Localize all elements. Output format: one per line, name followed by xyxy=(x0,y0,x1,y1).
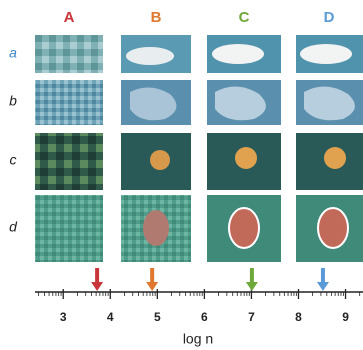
tick-label: 9 xyxy=(342,310,349,324)
marker-arrow xyxy=(317,268,329,291)
column-label: D xyxy=(324,9,335,26)
row-label: c xyxy=(10,152,17,168)
marker-arrow xyxy=(246,268,258,291)
tick-label: 4 xyxy=(107,310,114,324)
image-grid xyxy=(35,35,363,262)
tick-label: 6 xyxy=(201,310,208,324)
shape xyxy=(235,147,257,169)
shape xyxy=(150,150,170,170)
image-tile xyxy=(35,133,103,190)
marker-arrow xyxy=(91,268,103,291)
fish-shape xyxy=(300,44,352,64)
shape xyxy=(324,147,346,169)
column-label: B xyxy=(151,9,162,26)
image-tile xyxy=(35,80,103,125)
tick-label: 5 xyxy=(154,310,161,324)
tick-label: 8 xyxy=(295,310,302,324)
beetle-shape xyxy=(318,208,348,248)
column-label: A xyxy=(64,9,75,26)
fish-shape xyxy=(126,47,174,65)
marker-arrow xyxy=(146,268,158,291)
fish-shape xyxy=(212,44,264,64)
figure: log n A B C Da b c d 3 4 5 6 7 8 9 xyxy=(0,0,363,350)
axis-label: log n xyxy=(183,331,213,347)
image-tile xyxy=(35,195,103,262)
row-label: b xyxy=(9,93,17,109)
row-label: a xyxy=(9,45,17,61)
image-tile xyxy=(35,35,103,73)
tick-label: 3 xyxy=(60,310,67,324)
tick-label: 7 xyxy=(248,310,255,324)
beetle-shape xyxy=(229,208,259,248)
beetle-shape xyxy=(143,210,169,246)
column-label: C xyxy=(239,9,250,26)
row-label: d xyxy=(9,219,18,235)
